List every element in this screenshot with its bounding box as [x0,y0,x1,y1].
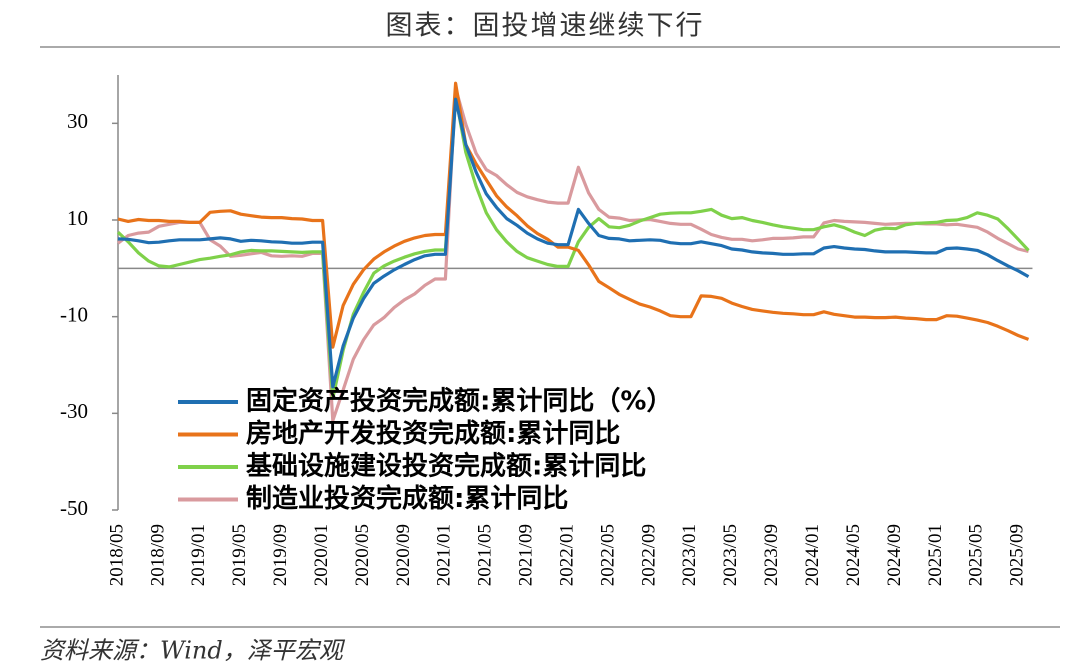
x-tick-label: 2019/05 [229,524,250,586]
x-tick-label: 2024/05 [843,524,864,586]
x-tick-label: 2023/01 [679,524,700,586]
x-tick-label: 2020/09 [393,524,414,586]
y-tick-label: -50 [60,496,88,520]
x-tick-label: 2024/09 [884,524,905,586]
x-tick-label: 2025/01 [925,524,946,586]
series-line [117,81,1030,349]
x-tick-label: 2023/05 [720,524,741,586]
x-tick-label: 2022/05 [597,524,618,586]
x-tick-label: 2025/05 [966,524,987,586]
x-tick-label: 2024/01 [802,524,823,586]
y-tick-label: 10 [67,206,88,230]
x-tick-label: 2020/05 [352,524,373,586]
x-tick-label: 2023/09 [761,524,782,586]
x-tick-label: 2019/09 [270,524,291,586]
legend-label: 制造业投资完成额:累计同比 [246,483,568,514]
legend-label: 固定资产投资完成额:累计同比（%） [246,386,672,417]
chart-title: 图表：固投增速继续下行 [386,11,705,42]
y-tick-label: 30 [67,109,88,133]
y-tick-label: -10 [60,302,88,326]
series-line [117,86,1029,423]
series-line [116,94,1030,400]
x-tick-label: 2025/09 [1007,524,1028,586]
y-tick-label: -30 [60,399,88,423]
x-tick-label: 2021/05 [475,524,496,586]
x-tick-label: 2021/09 [516,524,537,586]
x-tick-label: 2020/01 [311,524,332,586]
x-tick-label: 2022/09 [638,524,659,586]
source-note: 资料来源：Wind，泽平宏观 [40,637,346,665]
x-tick-label: 2022/01 [556,524,577,586]
legend-label: 基础设施建设投资完成额:累计同比 [246,451,646,482]
series-line [117,97,1030,389]
x-tick-label: 2018/09 [147,524,168,586]
x-tick-label: 2021/01 [434,524,455,586]
legend-label: 房地产开发投资完成额:累计同比 [246,418,620,449]
x-tick-label: 2018/05 [106,524,127,586]
x-tick-label: 2019/01 [188,524,209,586]
